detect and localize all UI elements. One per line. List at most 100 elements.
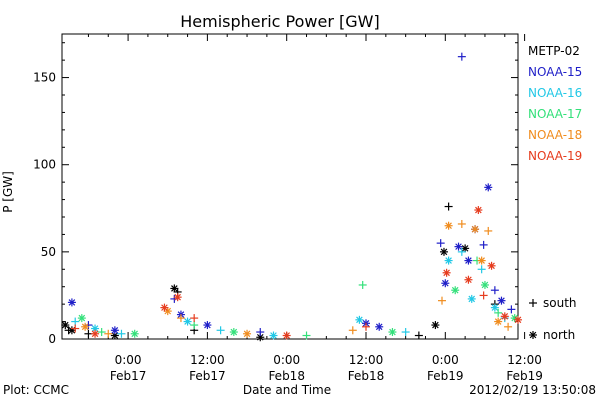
x-tick-date-label: Feb17 bbox=[189, 369, 226, 383]
footer-credit: Plot: CCMC bbox=[3, 383, 69, 397]
chart-title: Hemispheric Power [GW] bbox=[180, 12, 379, 31]
data-point-metp-02-north bbox=[170, 284, 179, 293]
data-point-noaa-15-south bbox=[457, 52, 466, 61]
data-point-noaa-17-south bbox=[190, 321, 199, 330]
star-stroke bbox=[445, 222, 452, 230]
star-stroke bbox=[494, 318, 502, 325]
data-point-noaa-17-north bbox=[480, 280, 489, 289]
star-stroke bbox=[389, 328, 396, 336]
star-stroke bbox=[131, 330, 138, 338]
y-tick-label: 50 bbox=[41, 245, 56, 259]
star-stroke bbox=[498, 297, 505, 304]
x-tick-time-label: 12:00 bbox=[349, 353, 384, 367]
data-point-noaa-17-south bbox=[358, 280, 367, 289]
data-point-noaa-15-south bbox=[436, 239, 445, 248]
star-stroke bbox=[68, 299, 76, 306]
data-point-metp-02-north bbox=[439, 247, 448, 256]
data-point-noaa-18-south bbox=[176, 314, 185, 323]
data-point-noaa-19-north bbox=[500, 312, 509, 321]
x-tick-date-label: Feb18 bbox=[348, 369, 385, 383]
star-stroke bbox=[111, 326, 119, 334]
x-tick-time-label: 0:00 bbox=[273, 353, 300, 367]
star-stroke bbox=[481, 281, 489, 289]
star-stroke bbox=[204, 321, 211, 329]
data-point-noaa-15-north bbox=[454, 242, 463, 251]
data-point-noaa-15-north bbox=[484, 183, 493, 192]
data-point-noaa-18-south bbox=[104, 329, 113, 338]
star-stroke bbox=[529, 331, 537, 339]
marker-legend-label: south bbox=[543, 296, 577, 310]
data-point-noaa-19-south bbox=[71, 324, 80, 333]
x-tick-time-label: 12:00 bbox=[190, 353, 225, 367]
star-stroke bbox=[511, 314, 518, 322]
data-point-noaa-16-north bbox=[355, 315, 364, 324]
data-point-noaa-16-north bbox=[269, 331, 278, 340]
data-point-noaa-15-north bbox=[464, 256, 473, 265]
star-stroke bbox=[111, 332, 119, 339]
data-points bbox=[61, 52, 522, 342]
marker-legend-label: north bbox=[543, 328, 575, 342]
data-point-noaa-17-north bbox=[130, 329, 139, 338]
x-tick-time-label: 12:00 bbox=[507, 353, 542, 367]
x-axis-label: Date and Time bbox=[243, 383, 331, 397]
data-point-metp-02-north bbox=[61, 321, 70, 330]
data-point-noaa-19-north bbox=[464, 275, 473, 284]
legend-entry: NOAA-17 bbox=[528, 107, 582, 121]
x-tick-date-label: Feb19 bbox=[427, 369, 464, 383]
data-point-noaa-16-north bbox=[467, 294, 476, 303]
star-stroke bbox=[256, 333, 264, 341]
data-point-metp-02-south bbox=[414, 331, 423, 340]
data-point-noaa-18-south bbox=[438, 296, 446, 305]
star-stroke bbox=[375, 323, 383, 331]
star-stroke bbox=[455, 243, 462, 250]
y-tick-label: 0 bbox=[48, 332, 56, 346]
star-stroke bbox=[243, 330, 251, 338]
data-point-noaa-17-north bbox=[388, 328, 397, 337]
data-point-noaa-19-north bbox=[282, 331, 291, 340]
data-point-noaa-16-south bbox=[401, 328, 410, 337]
star-stroke bbox=[184, 318, 191, 325]
star-stroke bbox=[81, 323, 89, 331]
data-point-noaa-17-south bbox=[97, 328, 106, 337]
data-point-noaa-18-north bbox=[477, 256, 486, 265]
data-point-noaa-17-north bbox=[229, 328, 238, 337]
star-stroke bbox=[161, 304, 168, 311]
footer-timestamp: 2012/02/19 13:50:08 bbox=[469, 383, 596, 397]
legend-entry: NOAA-19 bbox=[528, 149, 582, 163]
data-point-noaa-18-south bbox=[504, 322, 513, 331]
axis-ticks: 0 50 100 150 0:00 Feb17 12:00 Feb17 0:00 Feb18 12:… bbox=[33, 34, 543, 383]
data-point-noaa-19-north bbox=[514, 315, 522, 324]
data-point-metp-02-north bbox=[461, 244, 470, 253]
star-stroke bbox=[432, 321, 439, 329]
data-point-noaa-16-north bbox=[444, 256, 453, 265]
data-point-noaa-16-south bbox=[117, 329, 126, 338]
data-point-noaa-15-north bbox=[67, 298, 76, 307]
legend: METP-02 NOAA-15 NOAA-16 NOAA-17 NOAA-18 NOAA-… bbox=[528, 44, 582, 342]
data-point-noaa-16-south bbox=[477, 265, 486, 274]
data-point-noaa-16-north bbox=[183, 317, 192, 326]
star-stroke bbox=[488, 262, 495, 270]
star-stroke bbox=[91, 325, 99, 332]
data-point-noaa-15-north bbox=[110, 326, 119, 335]
data-point-noaa-15-north bbox=[375, 322, 384, 331]
star-stroke bbox=[465, 257, 472, 264]
plot-frame bbox=[61, 33, 519, 340]
data-point-noaa-18-north bbox=[494, 317, 503, 326]
star-stroke bbox=[461, 245, 469, 252]
data-point-noaa-18-north bbox=[243, 329, 252, 338]
x-tick-time-label: 0:00 bbox=[432, 353, 459, 367]
star-stroke bbox=[471, 225, 479, 233]
star-stroke bbox=[501, 313, 509, 320]
x-tick-date-label: Feb17 bbox=[110, 369, 147, 383]
data-point-noaa-18-south bbox=[457, 219, 466, 228]
data-point-noaa-18-south bbox=[348, 326, 357, 335]
data-point-noaa-19-north bbox=[442, 268, 451, 277]
y-tick-label: 150 bbox=[33, 71, 56, 85]
data-point-noaa-19-south bbox=[190, 314, 199, 323]
data-point-noaa-17-south bbox=[302, 331, 311, 340]
data-point-noaa-15-north bbox=[497, 296, 506, 305]
data-point-metp-02-south bbox=[444, 202, 453, 211]
data-point-noaa-17-south bbox=[494, 308, 503, 317]
star-stroke bbox=[465, 276, 472, 284]
